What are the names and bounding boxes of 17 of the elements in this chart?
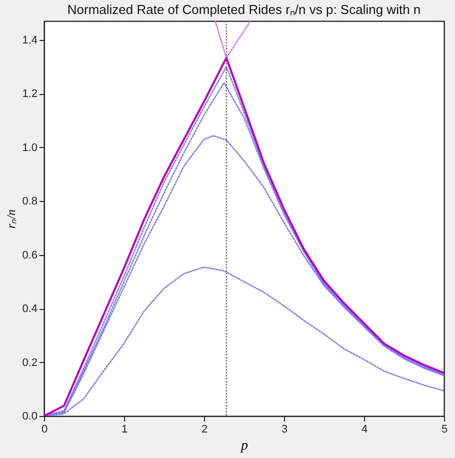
y-tick-label: 0.4 xyxy=(22,303,38,316)
x-tick-label: 5 xyxy=(441,424,448,436)
y-tick-label: 0.2 xyxy=(22,356,38,369)
chart-title: Normalized Rate of Completed Rides rₙ/n vs p: Scaling with n xyxy=(67,2,421,17)
y-tick-label: 1.4 xyxy=(22,34,38,46)
x-tick-label: 3 xyxy=(281,424,288,436)
y-tick-label: 0.0 xyxy=(22,410,38,422)
y-tick-label: 0.8 xyxy=(22,196,38,208)
y-tick-label: 0.6 xyxy=(22,249,38,262)
y-tick-label: 1.0 xyxy=(22,142,38,154)
y-tick-label: 1.2 xyxy=(22,88,38,100)
x-tick-label: 1 xyxy=(121,424,128,436)
x-tick-label: 4 xyxy=(361,424,368,436)
x-axis-title: p xyxy=(240,438,248,454)
y-axis-title: rₙ/n xyxy=(4,209,18,229)
x-tick-label: 2 xyxy=(201,424,208,436)
x-tick-label: 0 xyxy=(41,424,48,436)
